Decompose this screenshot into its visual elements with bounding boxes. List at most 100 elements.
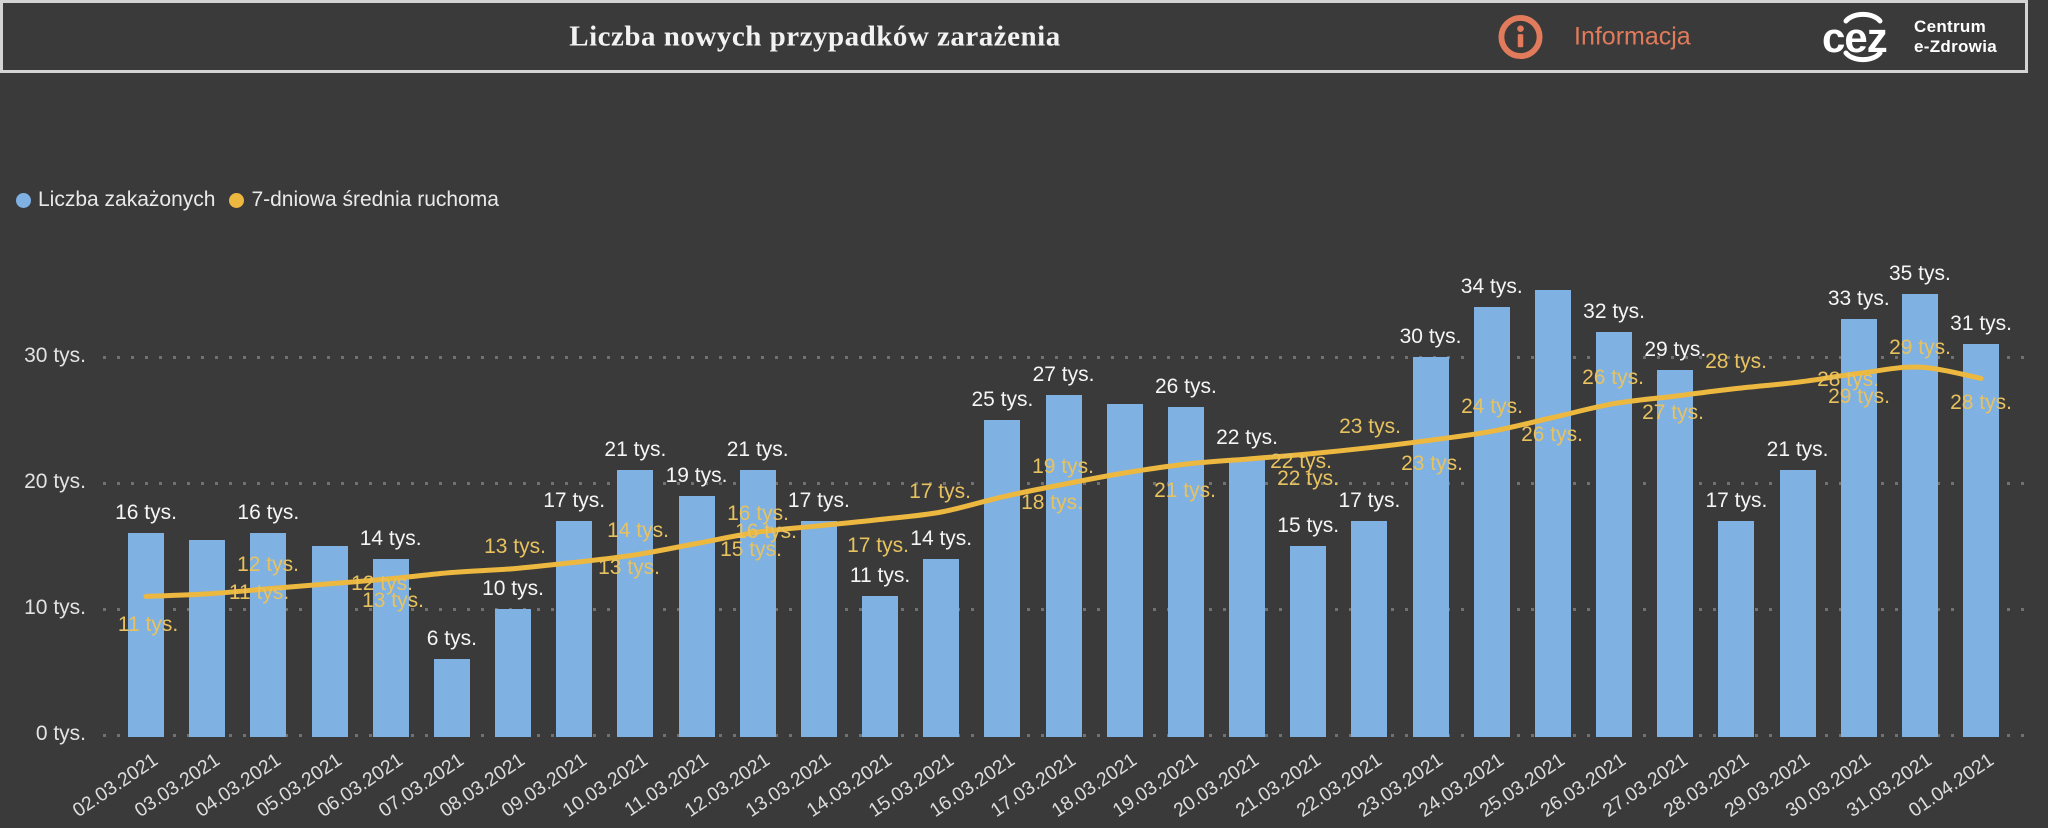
ma-value-label: 18 tys. <box>1021 491 1083 514</box>
ma-value-label: 14 tys. <box>607 519 669 542</box>
bar-10.03.2021[interactable] <box>617 470 654 737</box>
bar-14.03.2021[interactable] <box>862 596 899 737</box>
ma-value-label: 16 tys. <box>735 520 797 543</box>
bar-25.03.2021[interactable] <box>1534 290 1571 737</box>
ma-value-label: 17 tys. <box>847 534 909 557</box>
page-title: Liczba nowych przypadków zarażenia <box>569 20 1061 52</box>
bar-value-label: 21 tys. <box>604 438 667 462</box>
bar-value-label: 35 tys. <box>1888 262 1951 285</box>
legend-label: 7-dniowa średnia ruchoma <box>251 188 499 211</box>
bar-18.03.2021[interactable] <box>1106 403 1143 737</box>
y-axis-label: 30 tys. <box>24 344 86 367</box>
bar-value-label: 27 tys. <box>1032 362 1095 386</box>
bar-05.03.2021[interactable] <box>311 546 348 737</box>
bar-value-label: 33 tys. <box>1827 287 1890 311</box>
bar-value-label: 17 tys. <box>787 488 850 512</box>
info-button[interactable]: Informacja <box>1497 13 1691 60</box>
bar-value-label: 19 tys. <box>665 463 728 487</box>
bar-16.03.2021[interactable] <box>984 420 1021 737</box>
ma-value-label: 13 tys. <box>484 535 546 558</box>
ma-value-label: 11 tys. <box>117 613 179 636</box>
bar-21.03.2021[interactable] <box>1290 546 1327 737</box>
ma-value-label: 21 tys. <box>1154 479 1216 502</box>
chart-legend: Liczba zakażonych 7-dniowa średnia ruchom… <box>16 188 499 212</box>
info-icon <box>1497 13 1544 60</box>
ma-value-label: 28 tys. <box>1817 368 1879 391</box>
bar-22.03.2021[interactable] <box>1351 520 1388 737</box>
ma-value-label: 13 tys. <box>362 589 424 612</box>
bar-value-label: 29 tys. <box>1644 337 1707 361</box>
bar-17.03.2021[interactable] <box>1045 394 1082 737</box>
ma-value-label: 24 tys. <box>1461 395 1523 418</box>
ma-value-label: 11 tys. <box>228 581 290 604</box>
ma-value-label: 22 tys. <box>1277 467 1339 490</box>
cez-logo: cez Centrum e-Zdrowia <box>1821 8 1997 66</box>
ma-value-label: 13 tys. <box>598 556 660 579</box>
bar-09.03.2021[interactable] <box>556 520 593 737</box>
ma-value-label: 16 tys. <box>727 502 789 525</box>
bar-24.03.2021[interactable] <box>1473 306 1510 737</box>
bar-value-label: 16 tys. <box>115 501 177 525</box>
info-button-label: Informacja <box>1574 22 1691 50</box>
bar-value-label: 21 tys. <box>1766 438 1829 462</box>
bar-03.03.2021[interactable] <box>189 539 226 737</box>
bar-value-label: 34 tys. <box>1460 274 1523 298</box>
bar-value-label: 14 tys. <box>359 526 422 550</box>
ma-value-label: 15 tys. <box>720 538 782 561</box>
ma-value-label: 29 tys. <box>1828 385 1890 408</box>
ma-value-label: 17 tys. <box>909 480 971 503</box>
y-axis-label: 10 tys. <box>24 596 86 619</box>
ma-value-label: 28 tys. <box>1705 350 1767 373</box>
bar-value-label: 6 tys. <box>426 627 477 651</box>
bar-value-label: 22 tys. <box>1216 425 1278 449</box>
bar-value-label: 21 tys. <box>726 438 789 462</box>
bar-23.03.2021[interactable] <box>1412 357 1449 737</box>
bar-11.03.2021[interactable] <box>678 495 715 737</box>
legend-item-1[interactable]: 7-dniowa średnia ruchoma <box>229 188 499 212</box>
ma-value-label: 19 tys. <box>1032 455 1094 478</box>
legend-dot <box>16 192 31 208</box>
bar-value-label: 14 tys. <box>910 526 973 550</box>
bar-08.03.2021[interactable] <box>495 609 532 737</box>
bar-20.03.2021[interactable] <box>1229 457 1266 737</box>
y-axis-label: 0 tys. <box>35 722 86 745</box>
bar-15.03.2021[interactable] <box>923 558 960 737</box>
bar-19.03.2021[interactable] <box>1167 407 1204 737</box>
bar-value-label: 17 tys. <box>1705 488 1768 512</box>
ma-value-label: 22 tys. <box>1270 450 1332 473</box>
header-bar: Liczba nowych przypadków zarażenia Infor… <box>0 0 2028 73</box>
bar-31.03.2021[interactable] <box>1901 294 1938 737</box>
bar-07.03.2021[interactable] <box>433 659 470 737</box>
gridline <box>103 356 2026 359</box>
logo-line2: e-Zdrowia <box>1914 36 1997 56</box>
bar-value-label: 25 tys. <box>971 388 1034 411</box>
bar-13.03.2021[interactable] <box>800 520 837 737</box>
bar-value-label: 30 tys. <box>1399 325 1462 348</box>
legend-item-0[interactable]: Liczba zakażonych <box>16 188 215 212</box>
svg-text:cez: cez <box>1822 14 1887 61</box>
ma-value-label: 27 tys. <box>1642 401 1704 424</box>
bar-value-label: 31 tys. <box>1950 312 2013 336</box>
bar-value-label: 10 tys. <box>482 577 544 600</box>
ma-value-label: 26 tys. <box>1582 366 1644 389</box>
legend-dot <box>229 192 245 208</box>
bar-value-label: 32 tys. <box>1583 299 1646 323</box>
logo-line1: Centrum <box>1914 16 1986 36</box>
bar-value-label: 26 tys. <box>1154 375 1217 399</box>
bar-29.03.2021[interactable] <box>1779 470 1816 737</box>
ma-value-label: 12 tys. <box>351 572 413 595</box>
cez-logo-icon: cez <box>1821 8 1905 66</box>
y-axis-label: 20 tys. <box>24 470 86 493</box>
legend-label: Liczba zakażonych <box>38 188 216 211</box>
bar-28.03.2021[interactable] <box>1718 520 1755 737</box>
bar-value-label: 16 tys. <box>237 501 300 525</box>
ma-value-label: 23 tys. <box>1339 415 1401 438</box>
bar-value-label: 17 tys. <box>543 488 606 512</box>
bar-26.03.2021[interactable] <box>1596 331 1633 737</box>
bar-value-label: 15 tys. <box>1277 514 1340 537</box>
ma-value-label: 29 tys. <box>1889 336 1951 359</box>
bar-value-label: 17 tys. <box>1338 488 1401 512</box>
ma-value-label: 28 tys. <box>1950 391 2012 414</box>
ma-value-label: 26 tys. <box>1521 423 1583 446</box>
